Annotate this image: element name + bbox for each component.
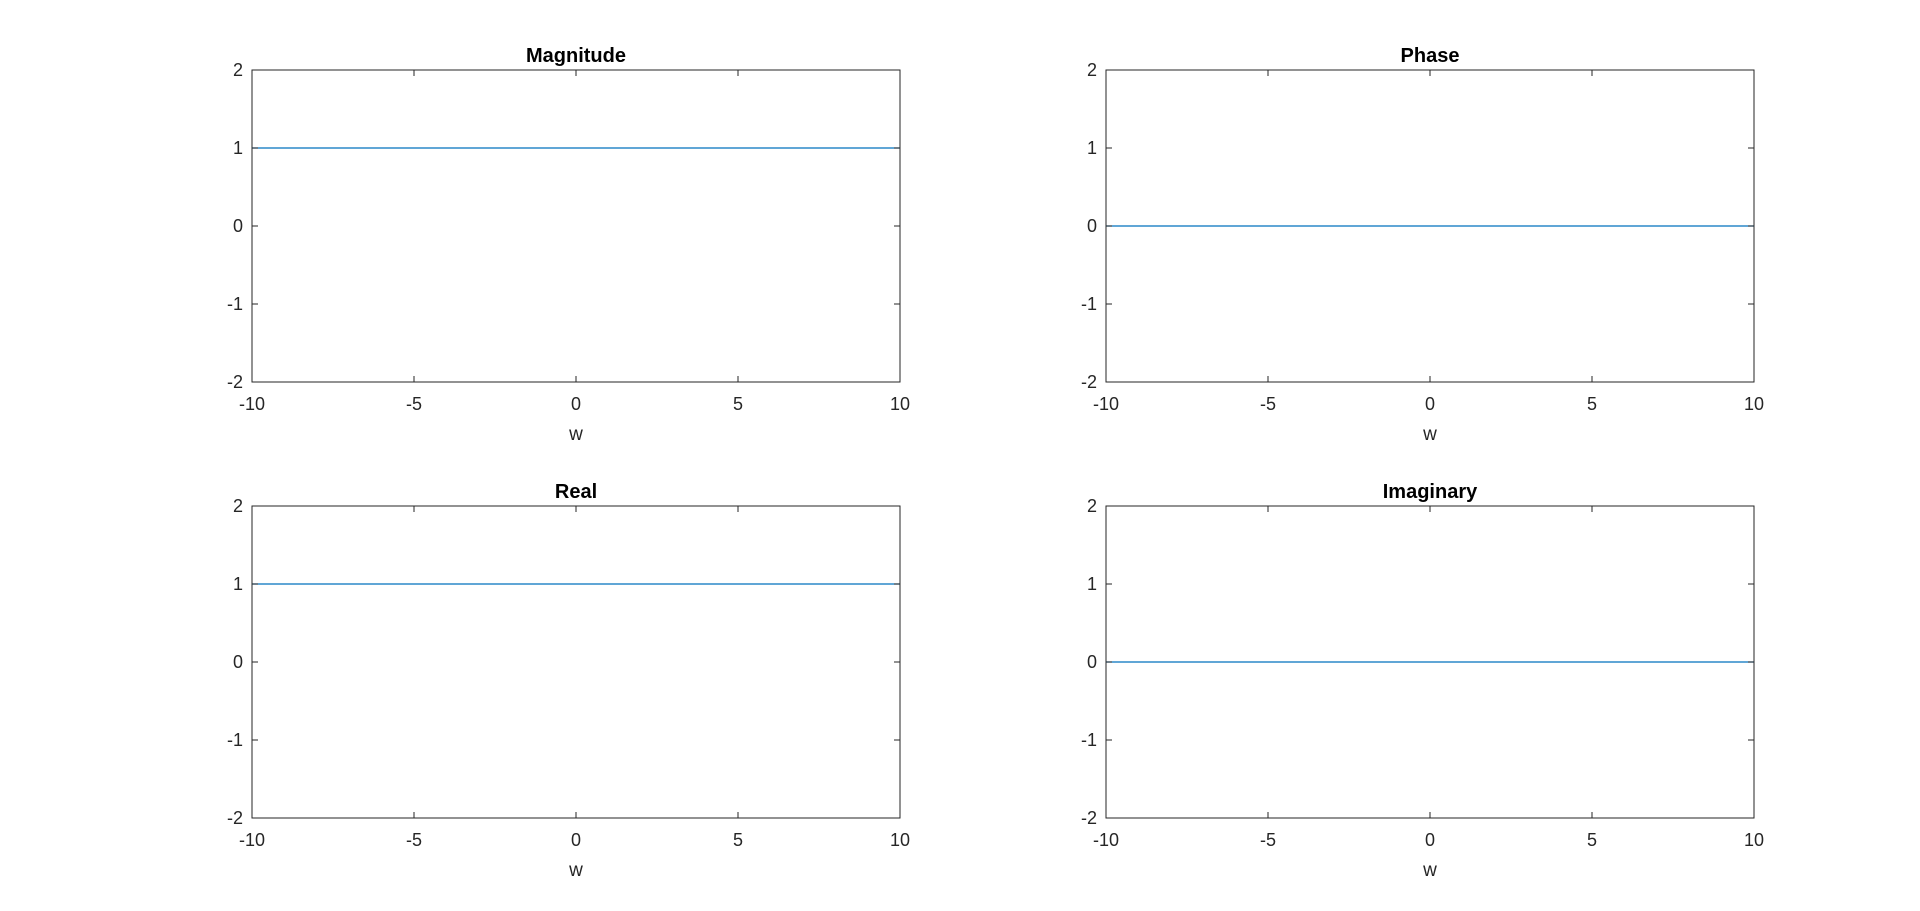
- x-tick-label: 5: [1587, 394, 1597, 414]
- x-tick-label: 5: [733, 830, 743, 850]
- y-tick-label: -1: [1081, 730, 1097, 750]
- y-tick-label: -2: [1081, 372, 1097, 392]
- y-tick-label: 2: [233, 60, 243, 80]
- chart-title: Magnitude: [526, 45, 626, 67]
- y-tick-label: -2: [227, 808, 243, 828]
- x-tick-label: -5: [1260, 394, 1276, 414]
- y-tick-label: 2: [1087, 60, 1097, 80]
- x-tick-label: 5: [733, 394, 743, 414]
- x-axis-label: w: [1422, 860, 1437, 881]
- x-tick-label: 0: [1425, 394, 1435, 414]
- x-tick-label: 10: [1744, 394, 1764, 414]
- y-tick-label: 1: [1087, 574, 1097, 594]
- y-tick-label: 0: [1087, 652, 1097, 672]
- x-axis-label: w: [1422, 424, 1437, 445]
- chart-title: Imaginary: [1383, 481, 1478, 503]
- x-tick-label: 5: [1587, 830, 1597, 850]
- y-tick-label: 2: [233, 496, 243, 516]
- x-tick-label: -10: [239, 394, 265, 414]
- y-tick-label: -1: [227, 294, 243, 314]
- x-axis-label: w: [568, 860, 583, 881]
- y-tick-label: -2: [1081, 808, 1097, 828]
- x-tick-label: 0: [571, 394, 581, 414]
- y-tick-label: 1: [1087, 138, 1097, 158]
- y-tick-label: 0: [233, 216, 243, 236]
- y-tick-label: -1: [227, 730, 243, 750]
- chart-title: Real: [555, 481, 597, 503]
- x-tick-label: -5: [406, 830, 422, 850]
- y-tick-label: -1: [1081, 294, 1097, 314]
- y-tick-label: 0: [1087, 216, 1097, 236]
- x-tick-label: -10: [1093, 394, 1119, 414]
- x-tick-label: -5: [1260, 830, 1276, 850]
- y-tick-label: -2: [227, 372, 243, 392]
- x-tick-label: 10: [890, 394, 910, 414]
- y-tick-label: 0: [233, 652, 243, 672]
- x-axis-label: w: [568, 424, 583, 445]
- x-tick-label: 10: [1744, 830, 1764, 850]
- x-tick-label: 0: [571, 830, 581, 850]
- x-tick-label: 0: [1425, 830, 1435, 850]
- axes-box: [251, 505, 901, 819]
- x-tick-label: -10: [1093, 830, 1119, 850]
- y-tick-label: 1: [233, 138, 243, 158]
- x-tick-label: -10: [239, 830, 265, 850]
- y-tick-label: 2: [1087, 496, 1097, 516]
- x-tick-label: -5: [406, 394, 422, 414]
- y-tick-label: 1: [233, 574, 243, 594]
- axes-box: [251, 69, 901, 383]
- x-tick-label: 10: [890, 830, 910, 850]
- chart-title: Phase: [1401, 45, 1460, 67]
